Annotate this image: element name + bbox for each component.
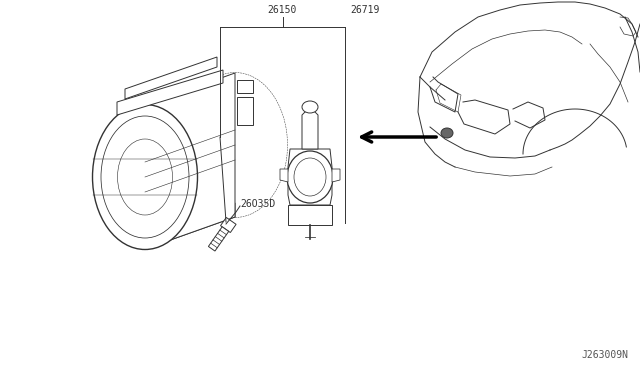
Text: J263009N: J263009N	[581, 350, 628, 360]
Ellipse shape	[287, 151, 333, 203]
Polygon shape	[209, 227, 228, 251]
Ellipse shape	[294, 158, 326, 196]
Text: 26719: 26719	[350, 5, 380, 15]
Polygon shape	[145, 73, 235, 249]
Text: 26150: 26150	[268, 5, 297, 15]
Polygon shape	[237, 80, 253, 93]
Ellipse shape	[441, 128, 453, 138]
Ellipse shape	[302, 101, 318, 113]
Polygon shape	[145, 203, 235, 249]
Ellipse shape	[93, 105, 198, 250]
Text: 26O35D: 26O35D	[240, 199, 275, 209]
Polygon shape	[237, 97, 253, 125]
Polygon shape	[221, 218, 236, 232]
Ellipse shape	[182, 73, 287, 218]
Polygon shape	[302, 107, 318, 149]
Polygon shape	[288, 149, 332, 205]
Polygon shape	[280, 169, 288, 182]
Polygon shape	[332, 169, 340, 182]
Polygon shape	[117, 70, 223, 115]
Polygon shape	[288, 205, 332, 225]
Polygon shape	[125, 57, 217, 99]
